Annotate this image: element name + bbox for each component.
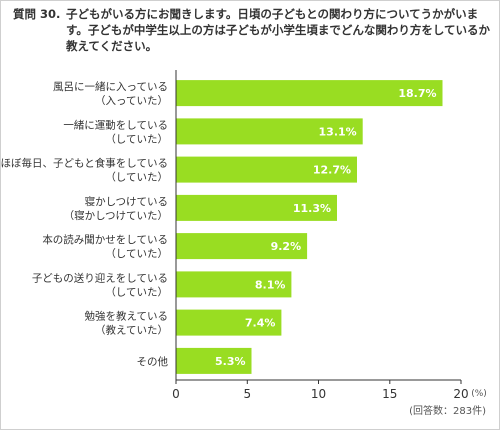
category-label: その他 [137, 355, 169, 368]
bar-value-label: 12.7% [313, 164, 351, 177]
category-label: 風呂に一緒に入っている [53, 80, 168, 93]
x-tick-label: 0 [172, 387, 180, 401]
question-number: 質問 30. [13, 7, 61, 21]
bar [176, 271, 292, 298]
bar-value-label: 5.3% [215, 355, 246, 368]
x-tick-label: 5 [243, 387, 251, 401]
bar [176, 194, 337, 221]
category-label: （していた） [105, 286, 168, 298]
bar [176, 156, 357, 183]
category-label: （教えていた） [95, 324, 168, 337]
bar [176, 80, 443, 107]
category-label: 子どもの送り迎えをしている [32, 271, 168, 284]
x-axis-unit: (%) [471, 389, 487, 399]
category-label: ほぼ毎日、子どもと食事をしている [1, 157, 168, 170]
question-text: 子どもがいる方にお聞きします。日頃の子どもとの関わり方についてうかがいます。子ど… [66, 7, 491, 53]
x-tick-label: 10 [311, 387, 326, 401]
bar-value-label: 7.4% [245, 317, 276, 330]
category-label: （入っていた） [95, 95, 168, 107]
bar-value-label: 9.2% [271, 240, 302, 253]
category-label: （していた） [105, 172, 168, 184]
category-label: （寝かしつけていた） [64, 209, 168, 222]
category-label: 寝かしつけている [85, 195, 168, 208]
x-tick-label: 20 [453, 387, 468, 401]
bar-value-label: 13.1% [319, 125, 357, 138]
category-label: 本の読み聞かせをしている [42, 233, 168, 246]
category-label: （していた） [105, 248, 168, 260]
bar [176, 118, 363, 145]
bar-value-label: 18.7% [398, 87, 436, 100]
category-label: 一緒に運動をしている [63, 118, 168, 131]
bar [176, 347, 252, 374]
bar [176, 309, 282, 336]
bar-value-label: 11.3% [293, 202, 331, 215]
category-label: （していた） [105, 133, 168, 145]
response-count-note: (回答数：283件) [409, 404, 486, 417]
bar-value-label: 8.1% [255, 278, 286, 291]
x-tick-label: 15 [382, 387, 397, 401]
bar [176, 233, 308, 260]
category-label: 勉強を教えている [85, 310, 168, 323]
